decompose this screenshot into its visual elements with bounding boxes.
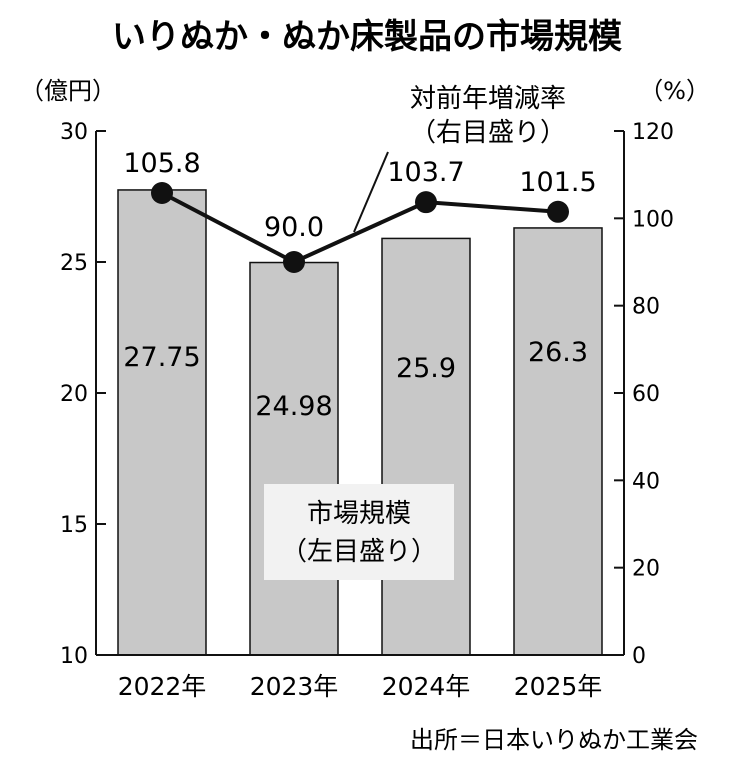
category-label-2: 2024年 bbox=[382, 672, 471, 701]
right-axis-ticks: 0 20 40 60 80 100 120 bbox=[614, 120, 674, 669]
line-value-label-1: 90.0 bbox=[264, 212, 324, 243]
right-tick-label-1: 20 bbox=[632, 557, 660, 582]
bar-value-label-3: 26.3 bbox=[528, 337, 588, 368]
line-value-label-0: 105.8 bbox=[123, 148, 200, 179]
bar-2 bbox=[381, 237, 471, 656]
line-legend-leader bbox=[353, 151, 389, 233]
line-point-3 bbox=[547, 200, 569, 223]
bars bbox=[117, 189, 603, 656]
bar-0 bbox=[117, 189, 207, 656]
category-label-0: 2022年 bbox=[118, 672, 207, 701]
bar-value-labels: 27.75 24.98 25.9 26.3 bbox=[123, 337, 588, 422]
right-tick-label-3: 60 bbox=[632, 382, 660, 407]
right-tick-label-4: 80 bbox=[632, 295, 660, 320]
left-tick-label-3: 25 bbox=[60, 251, 88, 276]
left-axis-unit: （億円） bbox=[20, 77, 116, 105]
left-axis-ticks: 10 15 20 25 30 bbox=[60, 120, 106, 669]
bar-value-label-2: 25.9 bbox=[396, 353, 456, 384]
category-label-3: 2025年 bbox=[514, 672, 603, 701]
right-tick-label-5: 100 bbox=[632, 207, 674, 232]
right-tick-label-2: 40 bbox=[632, 469, 660, 494]
line-point-0 bbox=[151, 182, 173, 205]
bar-value-label-0: 27.75 bbox=[123, 342, 200, 373]
bar-series-name: 市場規模 bbox=[307, 499, 411, 529]
chart-title: いりぬか・ぬか床製品の市場規模 bbox=[112, 17, 622, 57]
bar-3 bbox=[513, 227, 603, 656]
bar-1 bbox=[249, 261, 339, 656]
left-tick-label-2: 20 bbox=[60, 382, 88, 407]
line-series-scale-note: （右目盛り） bbox=[410, 118, 566, 148]
right-tick-label-6: 120 bbox=[632, 120, 674, 145]
line-point-1 bbox=[283, 251, 305, 273]
bar-legend-box bbox=[264, 484, 454, 580]
line-series-name: 対前年増減率 bbox=[410, 84, 566, 114]
left-tick-label-4: 30 bbox=[60, 120, 88, 145]
bar-series-scale-note: （左目盛り） bbox=[281, 537, 437, 567]
line-value-labels: 105.8 90.0 103.7 101.5 bbox=[123, 148, 596, 243]
bar-value-label-1: 24.98 bbox=[255, 391, 332, 422]
line-series bbox=[151, 182, 569, 273]
line-point-2 bbox=[415, 191, 437, 214]
source-note: 出所＝日本いりぬか工業会 bbox=[410, 726, 698, 754]
line-path bbox=[161, 191, 559, 265]
left-tick-label-1: 15 bbox=[60, 513, 88, 538]
category-label-1: 2023年 bbox=[250, 672, 339, 701]
line-value-label-2: 103.7 bbox=[387, 157, 464, 188]
category-labels: 2022年 2023年 2024年 2025年 bbox=[118, 672, 603, 701]
line-value-label-3: 101.5 bbox=[519, 167, 596, 198]
left-tick-label-0: 10 bbox=[60, 644, 88, 669]
right-tick-label-0: 0 bbox=[632, 644, 646, 669]
right-axis-unit: （%） bbox=[639, 77, 710, 105]
